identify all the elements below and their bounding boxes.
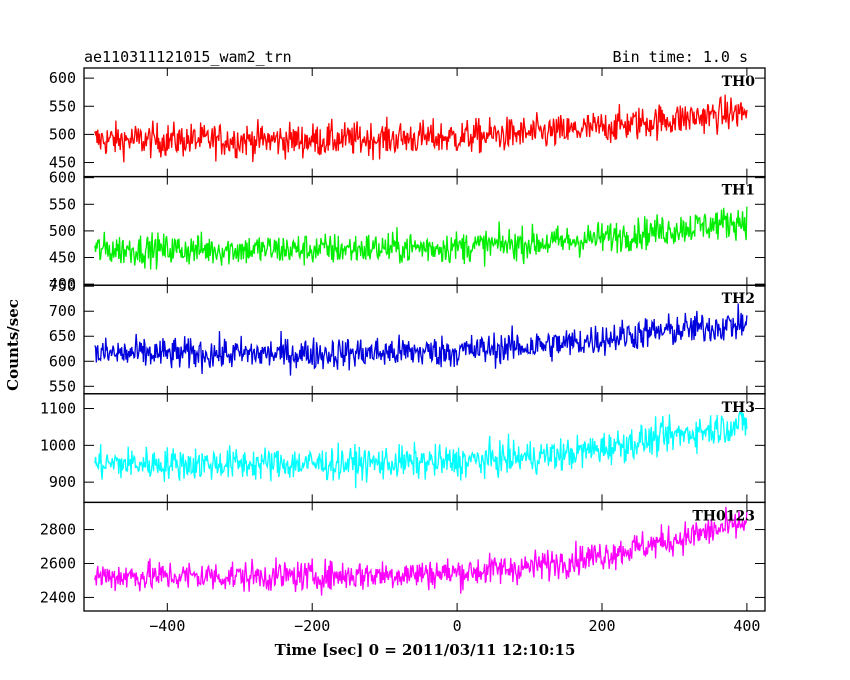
y-tick-label: 750 — [49, 277, 76, 295]
panels: 450 500 550 600 TH0 400 450 500 550 600 TH1 550 600 6… — [40, 67, 766, 612]
series-line-th3 — [94, 410, 748, 489]
y-tick-label: 1000 — [40, 436, 76, 454]
x-axis-label: Time [sec] 0 = 2011/03/11 12:10:15 — [275, 641, 576, 659]
y-tick-label: 450 — [49, 154, 76, 172]
panel-th0123: 2400 2600 2800 TH0123 — [40, 501, 766, 612]
panel-th1: 400 450 500 550 600 TH1 — [49, 169, 766, 293]
y-tick-label: 1100 — [40, 400, 76, 418]
chart-subtitle: Bin time: 1.0 s — [613, 48, 748, 66]
x-axis: −400 −200 0 200 400 — [149, 617, 760, 635]
panel-frame — [83, 393, 766, 504]
series-line-th1 — [94, 206, 748, 270]
y-tick-label: 700 — [49, 302, 76, 320]
y-tick-label: 650 — [49, 327, 76, 345]
panel-th0: 450 500 550 600 TH0 — [49, 67, 766, 178]
x-tick-label: 200 — [588, 617, 615, 635]
y-axis-label: Counts/sec — [4, 299, 22, 391]
y-tick-label: 2400 — [40, 588, 76, 606]
series-label-th3: TH3 — [722, 400, 755, 416]
series-label-th0: TH0 — [722, 74, 756, 90]
y-tick-label: 500 — [49, 222, 76, 240]
y-tick-label: 500 — [49, 125, 76, 143]
y-tick-label: 2600 — [40, 554, 76, 572]
series-line-th0123 — [94, 506, 748, 596]
y-tick-label: 2800 — [40, 521, 76, 539]
y-tick-label: 600 — [49, 352, 76, 370]
y-tick-label: 600 — [49, 169, 76, 187]
y-tick-label: 550 — [49, 377, 76, 395]
panel-th2: 550 600 650 700 750 TH2 — [49, 277, 766, 395]
series-line-th0 — [94, 94, 748, 163]
y-tick-label: 550 — [49, 195, 76, 213]
chart-title: ae110311121015_wam2_trn — [84, 48, 292, 66]
y-tick-label: 400 — [49, 275, 76, 293]
series-label-th1: TH1 — [722, 183, 755, 199]
x-tick-label: 0 — [453, 617, 462, 635]
y-tick-label: 600 — [49, 69, 76, 87]
y-tick-label: 550 — [49, 97, 76, 115]
series-label-th0123: TH0123 — [692, 508, 755, 524]
panel-frame — [83, 501, 766, 612]
series-label-th2: TH2 — [722, 291, 755, 307]
series-line-th2 — [94, 303, 748, 376]
panel-frame — [83, 284, 766, 395]
x-tick-label: 400 — [733, 617, 760, 635]
y-tick-label: 450 — [49, 249, 76, 267]
x-tick-label: −400 — [149, 617, 185, 635]
panel-th3: 900 1000 1100 TH3 — [40, 393, 766, 504]
x-tick-label: −200 — [294, 617, 330, 635]
y-tick-label: 900 — [49, 473, 76, 491]
